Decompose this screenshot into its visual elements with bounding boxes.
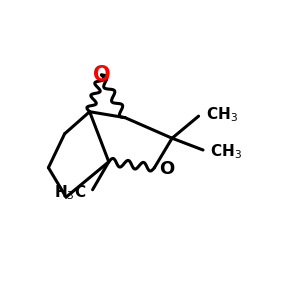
Text: H$_3$C: H$_3$C bbox=[54, 183, 87, 202]
Text: CH$_3$: CH$_3$ bbox=[206, 105, 238, 124]
Text: CH$_3$: CH$_3$ bbox=[210, 142, 242, 161]
Text: O: O bbox=[93, 65, 110, 85]
Text: O: O bbox=[159, 160, 174, 178]
